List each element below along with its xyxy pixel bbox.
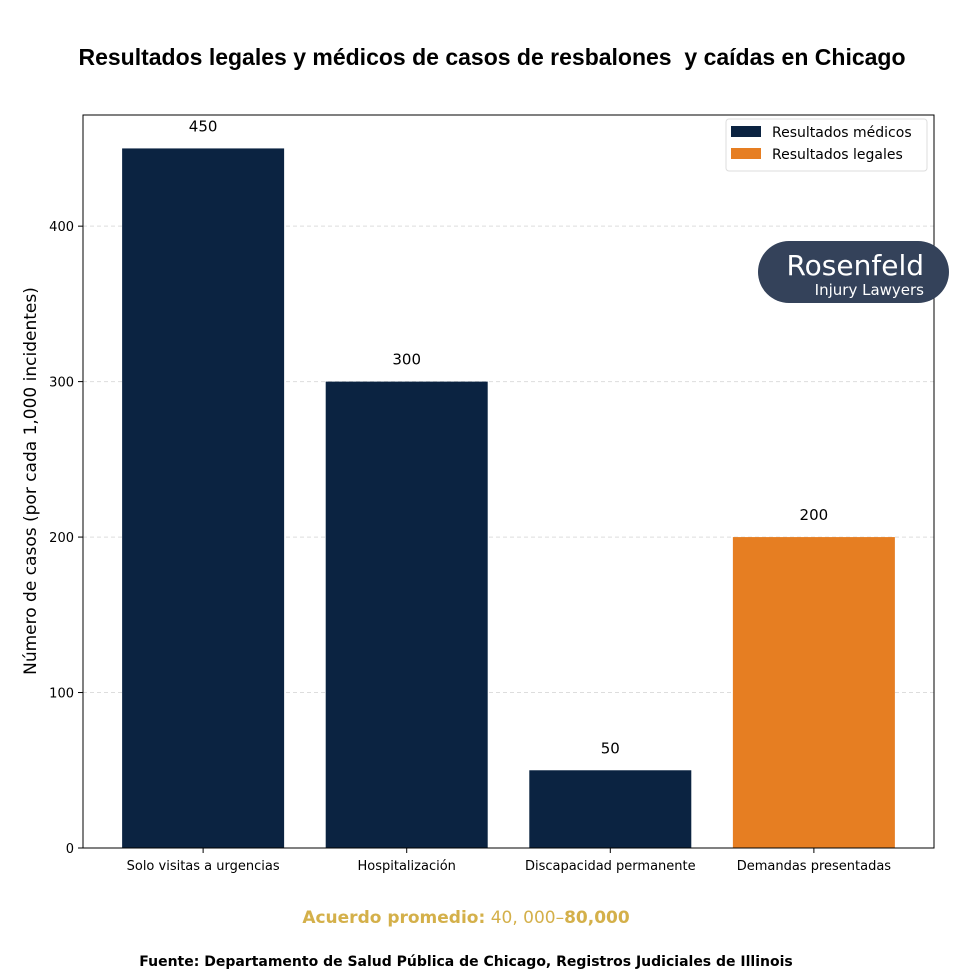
data-label: 450 xyxy=(189,117,218,135)
bars xyxy=(122,148,895,848)
x-tick-label: Demandas presentadas xyxy=(737,859,892,874)
bar xyxy=(122,148,285,848)
y-tick-label: 300 xyxy=(49,376,74,391)
svg-text:Rosenfeld: Rosenfeld xyxy=(786,249,924,282)
annotation-label: Acuerdo promedio: xyxy=(302,908,486,928)
y-tick-label: 400 xyxy=(49,220,74,235)
svg-text:Injury Lawyers: Injury Lawyers xyxy=(815,281,925,299)
bar xyxy=(732,537,895,848)
y-axis-label: Número de casos (por cada 1,000 incident… xyxy=(21,287,41,675)
legend-label: Resultados médicos xyxy=(772,125,912,141)
y-tick-label: 200 xyxy=(49,531,74,546)
bar xyxy=(529,770,692,848)
chart-title: Resultados legales y médicos de casos de… xyxy=(78,44,906,70)
y-tick-label: 100 xyxy=(49,687,74,702)
rosenfeld-logo: Rosenfeld Injury Lawyers xyxy=(758,241,949,303)
settlement-annotation: Acuerdo promedio: 40, 000–80,000 xyxy=(0,908,932,928)
bar xyxy=(325,381,488,848)
x-tick-label: Solo visitas a urgencias xyxy=(127,859,280,874)
x-axis-ticks: Solo visitas a urgencias Hospitalización D… xyxy=(127,848,892,874)
legend-swatch xyxy=(731,126,761,137)
annotation-range-start: 40, 000– xyxy=(490,908,565,928)
source-note: Fuente: Departamento de Salud Pública de… xyxy=(139,954,793,970)
data-label: 300 xyxy=(392,351,421,369)
x-tick-label: Hospitalización xyxy=(358,859,456,874)
data-label: 200 xyxy=(800,506,829,524)
x-tick-label: Discapacidad permanente xyxy=(525,859,696,874)
data-label: 50 xyxy=(601,739,620,757)
data-labels: 450 300 50 200 xyxy=(189,117,828,757)
y-axis-ticks: 0 100 200 300 400 xyxy=(49,220,83,857)
y-tick-label: 0 xyxy=(66,842,74,857)
legend-label: Resultados legales xyxy=(772,147,903,163)
plot-frame xyxy=(82,114,935,849)
annotation-range-end: 80,000 xyxy=(564,908,630,928)
legend: Resultados médicos Resultados legales xyxy=(725,118,928,172)
legend-swatch xyxy=(731,148,761,159)
